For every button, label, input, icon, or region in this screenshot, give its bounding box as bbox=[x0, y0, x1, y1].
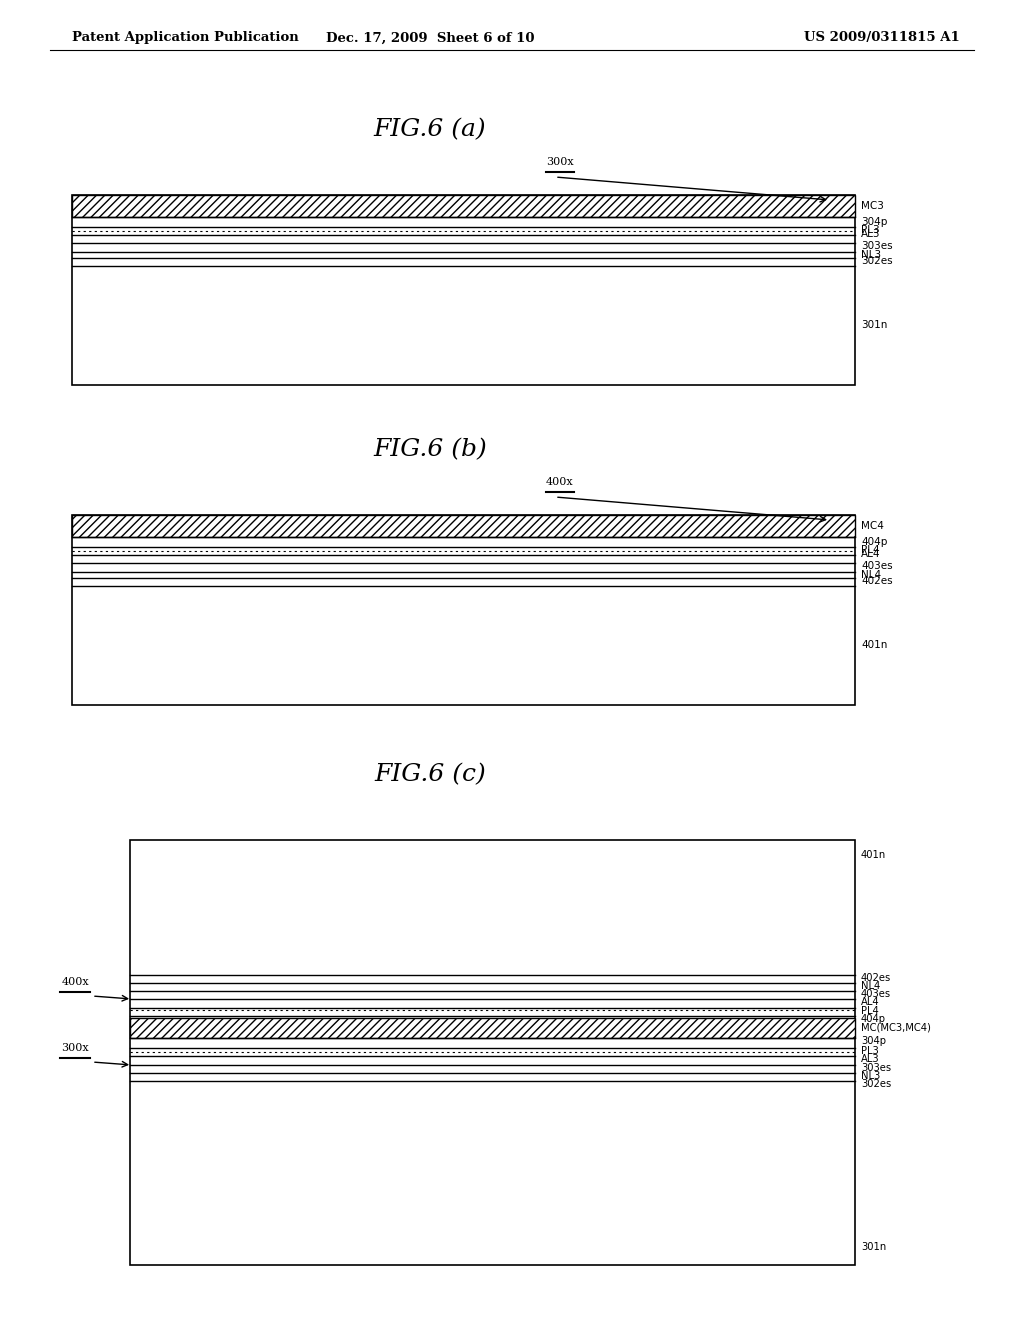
Text: PL4: PL4 bbox=[861, 545, 880, 554]
Text: 302es: 302es bbox=[861, 1078, 891, 1089]
Text: 301n: 301n bbox=[861, 321, 888, 330]
Text: 402es: 402es bbox=[861, 576, 893, 586]
Text: 401n: 401n bbox=[861, 640, 888, 651]
Text: 302es: 302es bbox=[861, 256, 893, 267]
Text: MC4: MC4 bbox=[861, 521, 884, 531]
Text: 404p: 404p bbox=[861, 537, 888, 546]
Text: 403es: 403es bbox=[861, 989, 891, 999]
Bar bbox=[72, 515, 855, 705]
Text: PL3: PL3 bbox=[861, 224, 880, 235]
Text: PL3: PL3 bbox=[861, 1045, 879, 1056]
Text: AL4: AL4 bbox=[861, 549, 881, 558]
Text: 403es: 403es bbox=[861, 561, 893, 572]
Text: AL4: AL4 bbox=[861, 997, 880, 1007]
Text: FIG.6 (a): FIG.6 (a) bbox=[374, 119, 486, 141]
Text: 303es: 303es bbox=[861, 242, 893, 251]
Text: 300x: 300x bbox=[546, 157, 573, 168]
Bar bbox=[130, 1018, 855, 1038]
Text: 304p: 304p bbox=[861, 1036, 886, 1045]
Text: AL3: AL3 bbox=[861, 1053, 880, 1064]
Text: FIG.6 (c): FIG.6 (c) bbox=[374, 763, 485, 787]
Bar bbox=[72, 195, 855, 385]
Text: Patent Application Publication: Patent Application Publication bbox=[72, 32, 299, 45]
Bar bbox=[130, 840, 855, 1265]
Text: 301n: 301n bbox=[861, 1242, 886, 1251]
Text: 400x: 400x bbox=[61, 977, 89, 987]
Text: 404p: 404p bbox=[861, 1014, 886, 1024]
Text: NL4: NL4 bbox=[861, 981, 881, 991]
Text: NL4: NL4 bbox=[861, 570, 881, 579]
Text: 303es: 303es bbox=[861, 1063, 891, 1073]
Text: US 2009/0311815 A1: US 2009/0311815 A1 bbox=[804, 32, 961, 45]
Text: MC3: MC3 bbox=[861, 201, 884, 211]
Text: Dec. 17, 2009  Sheet 6 of 10: Dec. 17, 2009 Sheet 6 of 10 bbox=[326, 32, 535, 45]
Text: 400x: 400x bbox=[546, 477, 573, 487]
Bar bbox=[72, 195, 855, 216]
Text: PL4: PL4 bbox=[861, 1006, 879, 1016]
Bar bbox=[72, 515, 855, 537]
Text: NL3: NL3 bbox=[861, 249, 881, 260]
Text: 300x: 300x bbox=[61, 1043, 89, 1053]
Text: NL3: NL3 bbox=[861, 1071, 881, 1081]
Text: 402es: 402es bbox=[861, 973, 891, 983]
Text: FIG.6 (b): FIG.6 (b) bbox=[373, 438, 486, 462]
Text: AL3: AL3 bbox=[861, 228, 881, 239]
Text: 401n: 401n bbox=[861, 850, 886, 861]
Text: 304p: 304p bbox=[861, 216, 888, 227]
Text: MC(MC3,MC4): MC(MC3,MC4) bbox=[861, 1023, 931, 1034]
